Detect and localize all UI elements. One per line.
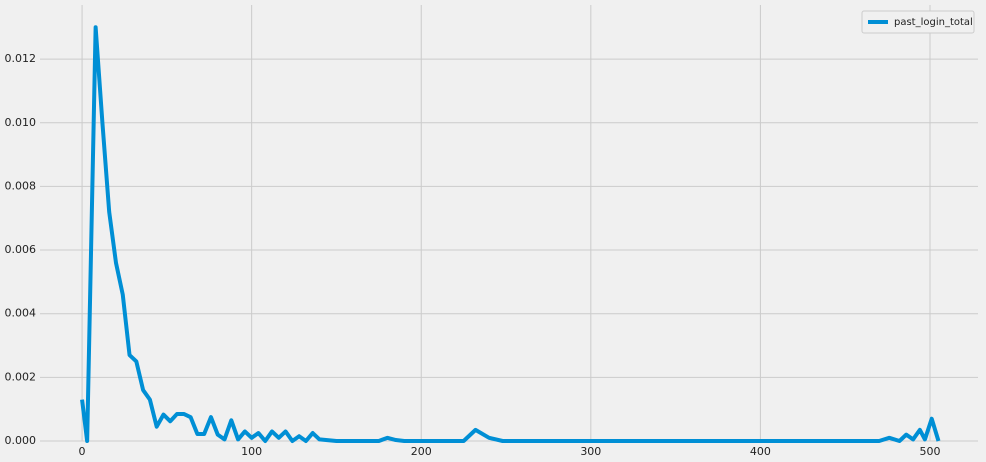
y-tick-label: 0.006: [5, 243, 37, 256]
y-tick-label: 0.000: [5, 434, 37, 447]
x-tick-label: 500: [920, 445, 941, 458]
y-tick-label: 0.008: [5, 179, 37, 192]
x-tick-label: 400: [750, 445, 771, 458]
y-tick-label: 0.012: [5, 52, 37, 65]
y-tick-label: 0.002: [5, 370, 37, 383]
line: [80, 25, 941, 443]
legend-box: [861, 10, 975, 34]
x-tick-label: 200: [411, 445, 432, 458]
y-tick-label: 0.010: [5, 116, 37, 129]
x-tick-label: 100: [241, 445, 262, 458]
legend-label: past_login_total: [894, 17, 973, 28]
x-tick-label: 300: [580, 445, 601, 458]
x-tick-label: 0: [79, 445, 86, 458]
y-tick-label: 0.004: [5, 307, 37, 320]
